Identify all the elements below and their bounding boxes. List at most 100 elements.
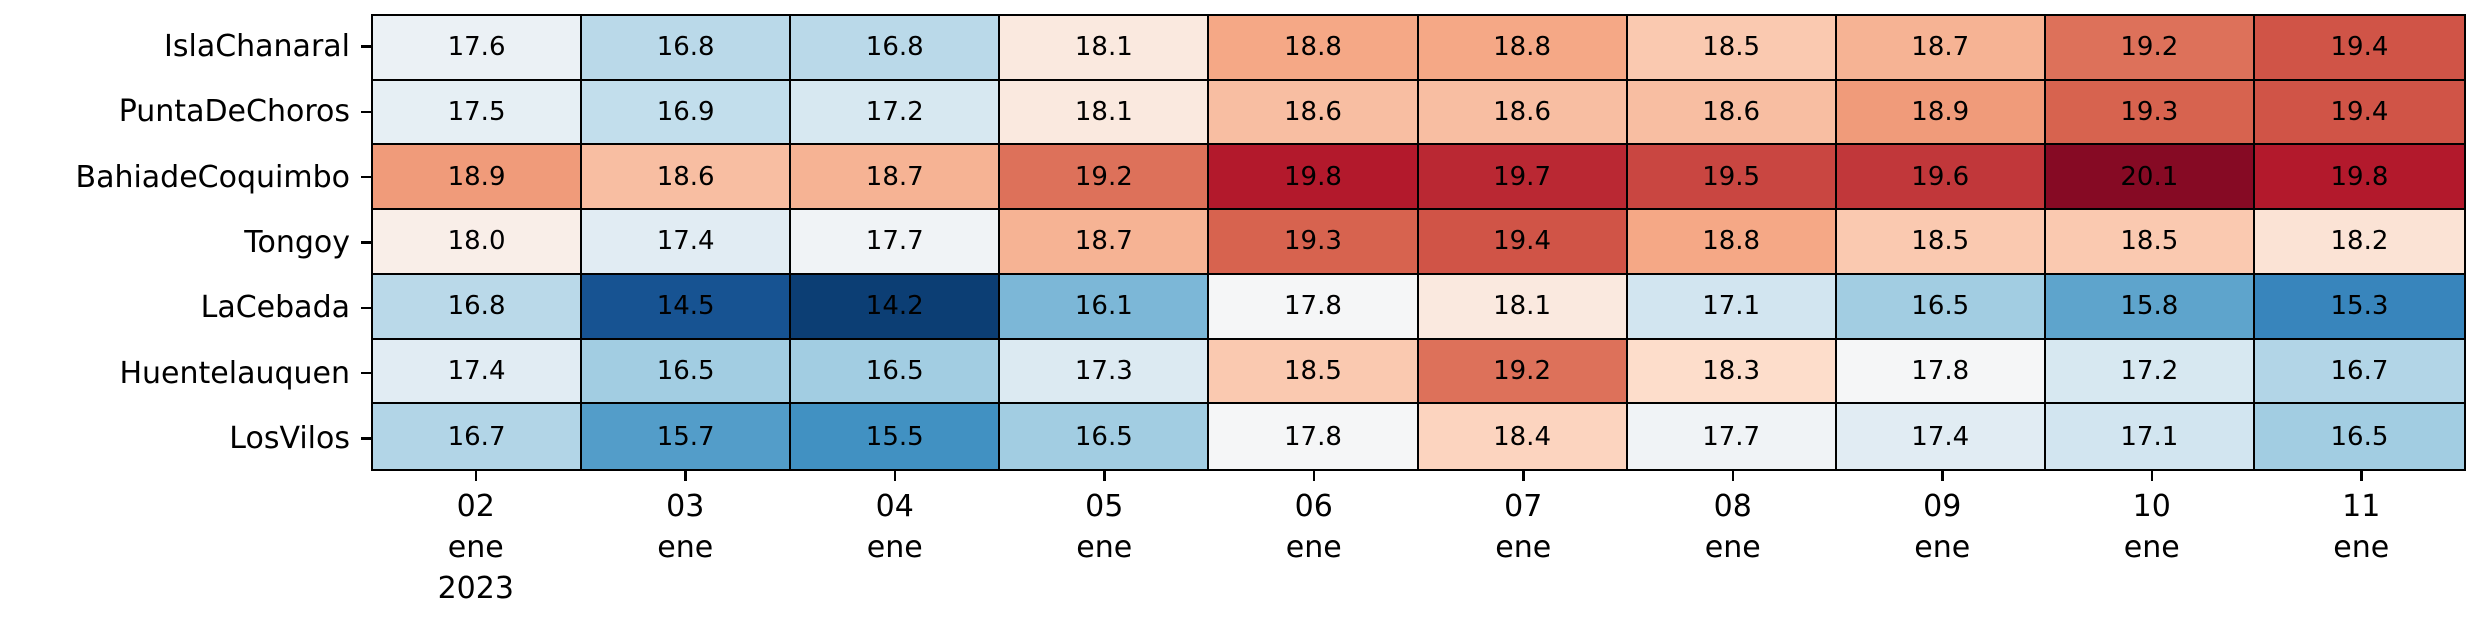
heatmap-cell: 16.8 — [373, 274, 583, 340]
heatmap-cell: 19.4 — [2254, 16, 2464, 81]
heatmap-cell: 17.2 — [791, 80, 1001, 146]
heatmap-cell: 17.6 — [373, 16, 583, 81]
heatmap-cell: 16.5 — [1836, 274, 2046, 340]
heatmap-cell: 16.9 — [582, 80, 792, 146]
heatmap-cell: 18.5 — [1627, 16, 1837, 81]
heatmap-cell: 18.3 — [1627, 339, 1837, 405]
x-tick-mark — [893, 471, 896, 481]
heatmap-cell: 18.1 — [1000, 80, 1210, 146]
heatmap-cell: 19.5 — [1627, 145, 1837, 211]
heatmap-cell: 16.1 — [1000, 274, 1210, 340]
heatmap-cell: 19.2 — [1000, 145, 1210, 211]
row-label: BahiadeCoquimbo — [75, 159, 350, 195]
heatmap-cell: 16.8 — [582, 16, 792, 81]
heatmap-cell: 17.4 — [1836, 404, 2046, 469]
row-label: Tongoy — [244, 224, 350, 260]
y-tick-mark — [361, 437, 371, 440]
x-tick-label: 11 ene — [2333, 489, 2390, 565]
heatmap-cell: 17.8 — [1209, 404, 1419, 469]
x-tick-mark — [1522, 471, 1525, 481]
heatmap-cell: 17.2 — [2045, 339, 2255, 405]
x-tick-mark — [1312, 471, 1315, 481]
heatmap-cell: 16.7 — [2254, 339, 2464, 405]
heatmap-cell: 14.5 — [582, 274, 792, 340]
heatmap-cell: 18.0 — [373, 210, 583, 275]
x-tick-mark — [1731, 471, 1734, 481]
heatmap-cell: 16.5 — [582, 339, 792, 405]
heatmap-cell: 18.1 — [1418, 274, 1628, 340]
y-tick-mark — [361, 110, 371, 114]
heatmap-cell: 16.5 — [1000, 404, 1210, 469]
x-tick-label: 06 ene — [1285, 489, 1342, 565]
heatmap-cell: 20.1 — [2045, 145, 2255, 211]
x-tick-label: 10 ene — [2123, 489, 2180, 565]
heatmap-cell: 18.8 — [1209, 16, 1419, 81]
heatmap-cell: 19.8 — [2254, 145, 2464, 211]
y-tick-mark — [361, 306, 371, 310]
y-tick-mark — [361, 175, 371, 179]
heatmap-grid: 17.6 16.8 16.8 18.1 18.8 18.8 18.5 18.7 19.2 19.4… — [371, 14, 2466, 471]
heatmap-cell: 18.6 — [582, 145, 792, 211]
row-label: IslaChanaral — [164, 29, 350, 65]
x-tick-mark — [2150, 471, 2153, 481]
heatmap-cell: 17.8 — [1209, 274, 1419, 340]
heatmap-cell: 17.7 — [791, 210, 1001, 275]
heatmap-cell: 19.7 — [1418, 145, 1628, 211]
heatmap-cell: 18.9 — [373, 145, 583, 211]
heatmap-cell: 14.2 — [791, 274, 1001, 340]
row-label: LosVilos — [229, 420, 350, 456]
x-axis-labels: 02 ene 2023 03 ene 04 ene 05 ene 06 ene 07 en… — [371, 486, 2466, 621]
heatmap-cell: 18.4 — [1418, 404, 1628, 469]
heatmap-cell: 17.8 — [1836, 339, 2046, 405]
x-tick-label: 08 ene — [1704, 489, 1761, 565]
heatmap-cell: 18.1 — [1000, 16, 1210, 81]
x-tick-mark — [1103, 471, 1106, 481]
heatmap-cell: 17.4 — [582, 210, 792, 275]
heatmap-cell: 19.4 — [1418, 210, 1628, 275]
y-tick-mark — [361, 371, 371, 375]
heatmap-cell: 16.5 — [791, 339, 1001, 405]
heatmap-cell: 16.5 — [2254, 404, 2464, 469]
x-tick-mark — [1941, 471, 1944, 481]
heatmap-cell: 17.4 — [373, 339, 583, 405]
heatmap-cell: 17.5 — [373, 80, 583, 146]
heatmap-cell: 18.2 — [2254, 210, 2464, 275]
x-tick-mark — [474, 471, 477, 481]
heatmap-cell: 18.5 — [2045, 210, 2255, 275]
heatmap-cell: 17.7 — [1627, 404, 1837, 469]
x-tick-label: 02 ene 2023 — [437, 489, 514, 606]
heatmap-cell: 17.3 — [1000, 339, 1210, 405]
x-tick-label: 05 ene — [1076, 489, 1133, 565]
y-tick-mark — [361, 45, 371, 48]
heatmap-cell: 18.5 — [1836, 210, 2046, 275]
row-label: Huentelauquen — [119, 355, 350, 391]
heatmap-cell: 19.2 — [2045, 16, 2255, 81]
y-axis-labels: IslaChanaral PuntaDeChoros BahiadeCoquimbo… — [0, 14, 356, 471]
heatmap-cell: 19.3 — [2045, 80, 2255, 146]
row-label: PuntaDeChoros — [118, 94, 350, 130]
heatmap-cell: 19.2 — [1418, 339, 1628, 405]
heatmap-cell: 18.6 — [1627, 80, 1837, 146]
heatmap-cell: 17.1 — [1627, 274, 1837, 340]
row-label: LaCebada — [200, 290, 350, 326]
heatmap-cell: 15.8 — [2045, 274, 2255, 340]
heatmap-cell: 19.8 — [1209, 145, 1419, 211]
heatmap-cell: 18.7 — [1836, 16, 2046, 81]
heatmap-cell: 19.4 — [2254, 80, 2464, 146]
heatmap-cell: 15.5 — [791, 404, 1001, 469]
heatmap-cell: 15.7 — [582, 404, 792, 469]
x-tick-mark — [2360, 471, 2363, 481]
heatmap-cell: 18.9 — [1836, 80, 2046, 146]
heatmap-cell: 18.5 — [1209, 339, 1419, 405]
y-tick-mark — [361, 241, 371, 244]
heatmap-cell: 16.8 — [791, 16, 1001, 81]
x-tick-label: 04 ene — [866, 489, 923, 565]
heatmap-cell: 18.8 — [1418, 16, 1628, 81]
x-tick-label: 07 ene — [1495, 489, 1552, 565]
heatmap-cell: 15.3 — [2254, 274, 2464, 340]
heatmap-cell: 19.3 — [1209, 210, 1419, 275]
x-tick-mark — [684, 471, 687, 481]
heatmap-cell: 18.7 — [1000, 210, 1210, 275]
heatmap-cell: 18.7 — [791, 145, 1001, 211]
